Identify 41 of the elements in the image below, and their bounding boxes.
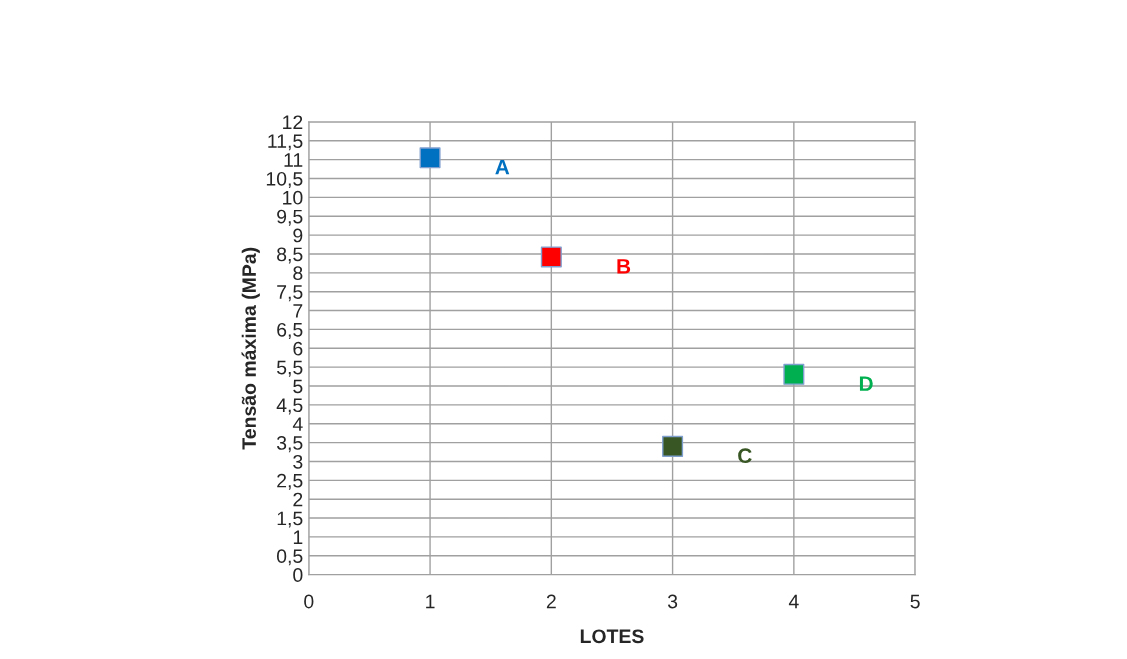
y-tick-label: 8,5 (277, 247, 303, 264)
y-tick-label: 10 (283, 190, 303, 205)
text: C (738, 448, 752, 464)
point (540, 246, 562, 268)
y-tick-label: 9 (293, 228, 303, 243)
x-tick-label: 1 (426, 594, 435, 609)
y-tick-label: 6 (293, 341, 303, 356)
y-tick-label: 9,5 (277, 209, 303, 226)
y-tick-label: 2,5 (277, 473, 303, 490)
y-tick-label: 11 (284, 153, 303, 167)
y-tick-label: 6,5 (277, 322, 303, 339)
y-tick-label: 2 (293, 492, 303, 507)
point (783, 363, 805, 385)
x-tick-label: 5 (910, 594, 920, 609)
y-tick-label: 11,5 (268, 134, 303, 151)
point (662, 435, 684, 457)
y-tick-label: 5,5 (276, 360, 303, 377)
y-tick-label: 4,5 (276, 398, 303, 415)
y-axis-title: Tensão máxima (MPa) (241, 247, 260, 450)
x-tick-label: 3 (667, 594, 678, 609)
x-tick-label: 4 (788, 594, 799, 609)
y-tick-label: 3 (293, 454, 303, 469)
text: A (495, 159, 510, 175)
x-axis-title: LOTES (580, 629, 644, 644)
y-tick-label: 7,5 (277, 285, 303, 302)
y-tick-label: 10,5 (266, 171, 303, 189)
text: D (859, 376, 873, 391)
x-tick-label: 0 (304, 594, 314, 609)
y-tick-label: 8 (293, 266, 303, 281)
y-tick-label: 4 (292, 417, 303, 431)
y-tick-label: 0 (293, 568, 303, 582)
y-tick-label: 1,5 (277, 511, 303, 528)
y-tick-label: 3,5 (276, 436, 303, 453)
point (419, 147, 441, 169)
text: B (617, 259, 631, 274)
y-tick-label: 12 (283, 115, 303, 129)
y-tick-label: 7 (293, 304, 303, 318)
y-tick-label: 0,5 (276, 549, 303, 566)
x-tick-label: 2 (546, 594, 556, 609)
y-tick-label: 5 (293, 379, 303, 394)
y-tick-label: 1 (293, 530, 303, 544)
